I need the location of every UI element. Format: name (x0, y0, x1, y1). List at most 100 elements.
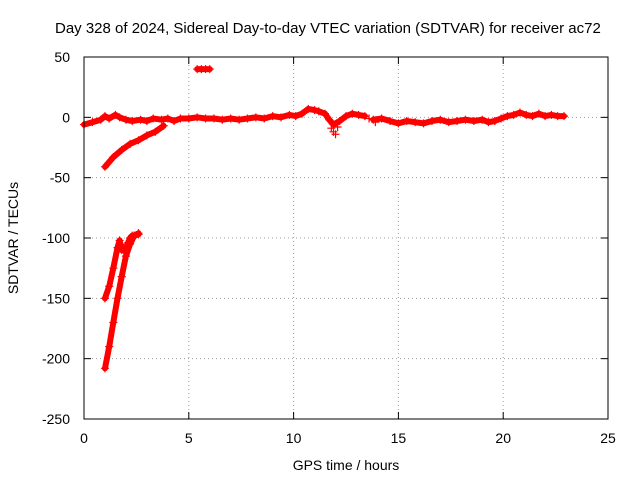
data-point (134, 229, 143, 238)
data-point (335, 116, 344, 125)
data-point (547, 110, 556, 119)
data-point (469, 116, 478, 125)
data-point (100, 112, 109, 121)
data-point (251, 113, 260, 122)
data-point (163, 114, 172, 123)
y-tick-label: -50 (50, 170, 70, 186)
data-point (100, 294, 109, 303)
data-point (365, 114, 374, 123)
data-point (184, 114, 193, 123)
x-tick-label: 15 (391, 430, 407, 446)
y-axis-label: SDTVAR / TECUs (5, 182, 21, 294)
data-point (111, 110, 120, 119)
data-point (88, 118, 97, 127)
data-point (377, 114, 386, 123)
data-point (151, 127, 160, 136)
data-point (419, 119, 428, 128)
data-point (503, 112, 512, 121)
data-point (453, 116, 462, 125)
data-point (333, 122, 342, 131)
data-point (325, 115, 334, 124)
data-point (201, 114, 210, 123)
data-point (478, 115, 487, 124)
data-point (159, 121, 168, 130)
data-point (484, 118, 493, 127)
chart-title: Day 328 of 2024, Sidereal Day-to-day VTE… (55, 20, 601, 37)
x-tick-label: 10 (286, 430, 302, 446)
tick-marks (83, 56, 609, 420)
x-tick-label: 25 (600, 430, 616, 446)
y-tick-label: -150 (42, 290, 70, 306)
data-point (176, 114, 185, 123)
data-point (113, 294, 122, 303)
data-point (109, 318, 118, 327)
data-point (327, 124, 336, 133)
data-point (402, 116, 411, 125)
data-point (490, 116, 499, 125)
grid (84, 57, 608, 419)
data-point (193, 113, 202, 122)
data-point (115, 113, 124, 122)
data-point (130, 231, 139, 240)
y-tick-label: -250 (42, 411, 70, 427)
data-point (105, 342, 114, 351)
data-point (515, 108, 524, 117)
x-tick-label: 0 (80, 430, 88, 446)
y-tick-label: 50 (54, 49, 70, 65)
data-point (134, 136, 143, 145)
data-point (117, 145, 126, 154)
data-point (121, 115, 130, 124)
data-point (126, 139, 135, 148)
data-point (157, 115, 166, 124)
data-point (297, 109, 306, 118)
data-point (461, 115, 470, 124)
data-point (128, 116, 137, 125)
data-point (218, 115, 227, 124)
data-point (105, 114, 114, 123)
data-point (291, 112, 300, 121)
data-point (348, 109, 357, 118)
x-tick-label: 5 (185, 430, 193, 446)
data-point (444, 118, 453, 127)
data-point (105, 282, 114, 291)
data-point (142, 116, 151, 125)
data-point (497, 114, 506, 123)
data-point (142, 131, 151, 140)
x-axis-label: GPS time / hours (293, 457, 400, 473)
data-point (411, 118, 420, 127)
data-point (522, 110, 531, 119)
data-point (235, 115, 244, 124)
data-point (226, 114, 235, 123)
data-point (268, 112, 277, 121)
data-point (277, 113, 286, 122)
data-point (260, 114, 269, 123)
data-point (331, 130, 340, 139)
y-tick-label: 0 (62, 109, 70, 125)
data-point (371, 118, 380, 127)
data-point (354, 110, 363, 119)
data-point (205, 65, 214, 74)
data-point (209, 114, 218, 123)
y-tick-label: -200 (42, 351, 70, 367)
data-point (559, 112, 568, 121)
data-point (115, 236, 124, 245)
data-point (149, 114, 158, 123)
data-point (96, 115, 105, 124)
data-point (394, 119, 403, 128)
data-point (109, 264, 118, 273)
data-point (360, 112, 369, 121)
data-point (342, 112, 350, 121)
data-point (243, 114, 252, 123)
data-point (121, 252, 130, 261)
data-point (285, 110, 294, 119)
data-marks (80, 65, 568, 373)
x-tick-label: 20 (495, 430, 511, 446)
data-point (100, 364, 109, 373)
data-point (321, 109, 330, 118)
data-point (509, 110, 518, 119)
data-point (109, 153, 118, 162)
data-point (170, 116, 179, 125)
data-point (436, 115, 445, 124)
plot-frame (83, 56, 609, 420)
